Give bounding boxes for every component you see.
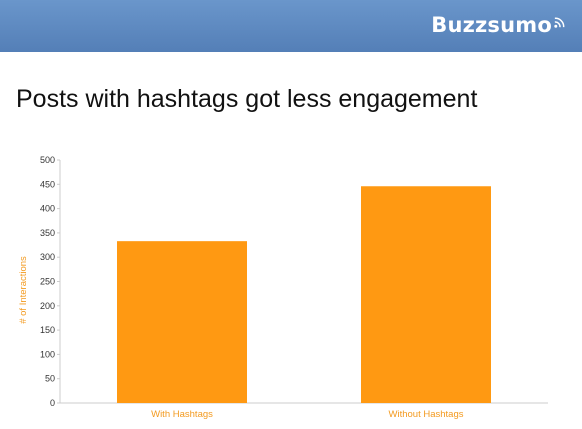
- brand-logo: Buzzsumo: [431, 11, 566, 39]
- y-ticks: 0 50 100 150 200 250 300 350 400 450 500: [40, 155, 60, 408]
- y-tick-label: 0: [50, 398, 55, 408]
- y-tick-label: 50: [45, 374, 55, 384]
- y-axis-title: # of Interactions: [18, 256, 29, 324]
- x-category-label: Without Hashtags: [389, 409, 464, 420]
- y-tick-label: 100: [40, 349, 55, 359]
- bar-without-hashtags: [361, 186, 491, 403]
- y-tick-label: 200: [40, 301, 55, 311]
- y-tick-label: 300: [40, 252, 55, 262]
- wifi-signal-icon: [554, 17, 565, 28]
- y-tick-label: 450: [40, 179, 55, 189]
- slide-title: Posts with hashtags got less engagement: [16, 85, 478, 113]
- bars: [117, 186, 491, 403]
- y-tick-label: 250: [40, 277, 55, 287]
- y-tick-label: 500: [40, 155, 55, 165]
- y-tick-label: 150: [40, 325, 55, 335]
- x-labels: With Hashtags Without Hashtags: [151, 409, 464, 420]
- x-category-label: With Hashtags: [151, 409, 213, 420]
- y-tick-label: 400: [40, 204, 55, 214]
- bar-with-hashtags: [117, 241, 247, 403]
- y-tick-label: 350: [40, 228, 55, 238]
- brand-name: Buzzsumo: [431, 13, 552, 37]
- header-bar: Buzzsumo: [0, 0, 582, 52]
